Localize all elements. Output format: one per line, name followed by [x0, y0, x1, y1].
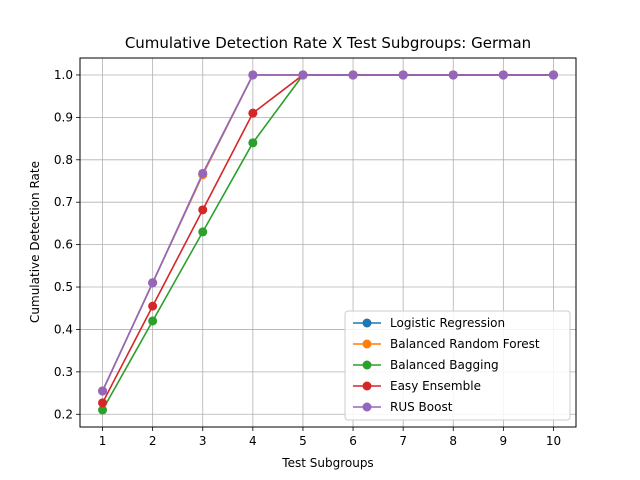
data-point: [148, 316, 158, 326]
data-point: [198, 227, 208, 237]
chart-title: Cumulative Detection Rate X Test Subgrou…: [125, 34, 531, 52]
data-point: [198, 168, 208, 178]
x-tick-label: 2: [149, 434, 157, 448]
data-point: [248, 70, 258, 80]
data-point: [398, 70, 408, 80]
legend-swatch-marker: [362, 402, 372, 412]
y-tick-label: 1.0: [54, 68, 73, 82]
data-point: [498, 70, 508, 80]
y-tick-label: 0.6: [54, 238, 73, 252]
legend-swatch-marker: [362, 318, 372, 328]
data-point: [98, 405, 108, 415]
data-point: [248, 108, 258, 118]
legend: Logistic Regression Balanced Random Fores…: [344, 310, 571, 421]
data-point: [98, 386, 108, 396]
x-tick-label: 9: [500, 434, 508, 448]
ticks: 1 2 3 4 5 6 7 8 9 10 0.2 0.3 0.4 0.5 0.6 0.7 0.8 0.9 1.0: [54, 68, 561, 448]
x-tick-label: 1: [99, 434, 107, 448]
y-tick-label: 0.4: [54, 322, 73, 336]
data-point: [298, 70, 308, 80]
x-tick-label: 6: [349, 434, 357, 448]
legend-swatch-marker: [362, 360, 372, 370]
legend-item: Balanced Random Forest: [353, 337, 540, 351]
x-tick-label: 7: [399, 434, 407, 448]
legend-item: Easy Ensemble: [353, 379, 481, 393]
y-tick-label: 0.2: [54, 407, 73, 421]
data-point: [98, 398, 108, 408]
y-tick-label: 0.8: [54, 153, 73, 167]
legend-item: Logistic Regression: [353, 316, 505, 330]
data-point: [348, 70, 358, 80]
legend-box: [344, 310, 571, 421]
data-point: [448, 70, 458, 80]
legend-item: RUS Boost: [353, 400, 453, 414]
y-axis-label: Cumulative Detection Rate: [28, 161, 42, 323]
legend-item: Balanced Bagging: [353, 358, 499, 372]
y-tick-label: 0.3: [54, 365, 73, 379]
series-line: [101, 74, 554, 392]
y-tick-label: 0.7: [54, 195, 73, 209]
x-tick-label: 5: [299, 434, 307, 448]
y-tick-label: 0.9: [54, 110, 73, 124]
x-axis-label: Test Subgroups: [281, 456, 373, 470]
data-point: [548, 70, 558, 80]
legend-label: Balanced Random Forest: [390, 337, 540, 351]
series-rus-boost: [98, 70, 558, 396]
legend-label: RUS Boost: [390, 400, 453, 414]
data-point: [198, 205, 208, 215]
series-group: [98, 70, 558, 415]
data-point: [248, 138, 258, 148]
plot-frame: [79, 57, 577, 428]
data-point: [148, 301, 158, 311]
legend-swatch-marker: [362, 381, 372, 391]
legend-label: Logistic Regression: [390, 316, 505, 330]
legend-swatch-marker: [362, 339, 372, 349]
legend-label: Balanced Bagging: [390, 358, 499, 372]
legend-label: Easy Ensemble: [390, 379, 481, 393]
x-tick-label: 4: [249, 434, 257, 448]
x-tick-label: 3: [199, 434, 207, 448]
x-tick-label: 10: [546, 434, 561, 448]
x-tick-label: 8: [449, 434, 457, 448]
y-tick-label: 0.5: [54, 280, 73, 294]
data-point: [148, 278, 158, 288]
